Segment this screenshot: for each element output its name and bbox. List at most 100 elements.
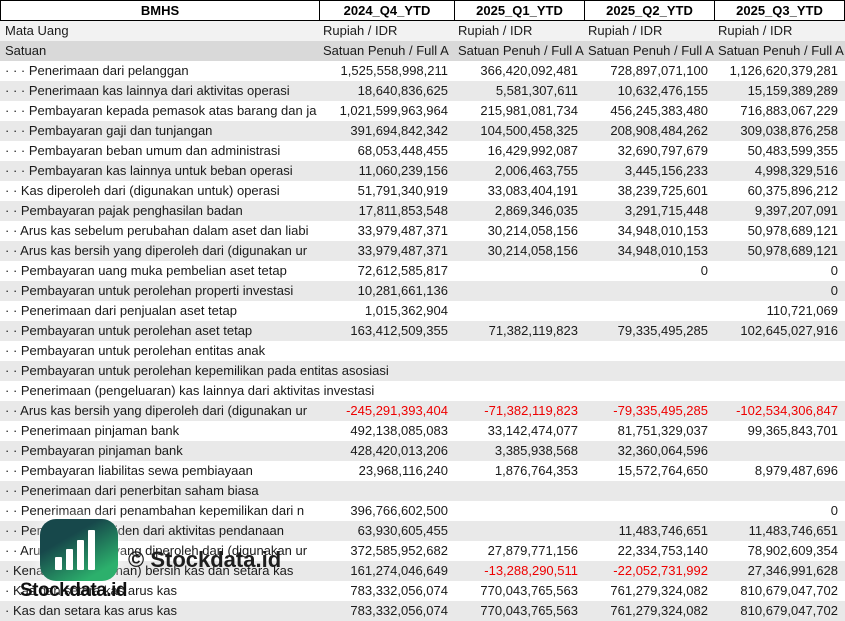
- value-cell[interactable]: 22,334,753,140: [617, 543, 708, 558]
- row-label-cell[interactable]: · · Pembayaran pinjaman bank: [5, 443, 183, 458]
- value-cell[interactable]: 33,979,487,371: [357, 243, 448, 258]
- currency-cell[interactable]: Rupiah / IDR: [458, 23, 533, 38]
- value-cell[interactable]: [455, 281, 585, 301]
- row-label-cell[interactable]: · · Pembayaran uang muka pembelian aset …: [5, 263, 287, 278]
- row-label-cell[interactable]: · · Pembayaran untuk perolehan kepemilik…: [5, 363, 389, 378]
- value-cell[interactable]: [585, 361, 715, 381]
- value-cell[interactable]: 32,690,797,679: [617, 143, 708, 158]
- value-cell[interactable]: 60,375,896,212: [747, 183, 838, 198]
- value-cell[interactable]: [455, 381, 585, 401]
- value-cell[interactable]: 783,332,056,074: [350, 603, 448, 618]
- value-cell[interactable]: 1,525,558,998,211: [340, 63, 448, 78]
- row-label-cell[interactable]: · · · Pembayaran kepada pemasok atas bar…: [5, 103, 317, 118]
- value-cell[interactable]: 208,908,484,262: [610, 123, 708, 138]
- value-cell[interactable]: 770,043,765,563: [480, 583, 578, 598]
- value-cell[interactable]: 51,791,340,919: [357, 183, 448, 198]
- value-cell[interactable]: [585, 501, 715, 521]
- value-cell[interactable]: [715, 361, 845, 381]
- row-label-cell[interactable]: · · Pembayaran pajak penghasilan badan: [5, 203, 243, 218]
- value-cell[interactable]: 3,291,715,448: [624, 203, 708, 218]
- value-cell[interactable]: 4,998,329,516: [754, 163, 838, 178]
- value-cell[interactable]: 16,429,992,087: [487, 143, 578, 158]
- value-cell[interactable]: 396,766,602,500: [350, 503, 448, 518]
- value-cell[interactable]: [455, 341, 585, 361]
- value-cell[interactable]: 34,948,010,153: [617, 243, 708, 258]
- value-cell[interactable]: 716,883,067,229: [740, 103, 838, 118]
- value-cell[interactable]: [455, 501, 585, 521]
- row-label-cell[interactable]: · · Pembayaran liabilitas sewa pembiayaa…: [5, 463, 253, 478]
- value-cell[interactable]: [715, 341, 845, 361]
- unit-row-label[interactable]: Satuan: [5, 43, 47, 58]
- value-cell[interactable]: -245,291,393,404: [346, 403, 448, 418]
- value-cell[interactable]: 2,006,463,755: [494, 163, 578, 178]
- value-cell[interactable]: 10,632,476,155: [617, 83, 708, 98]
- value-cell[interactable]: 15,572,764,650: [617, 463, 708, 478]
- value-cell[interactable]: 79,335,495,285: [617, 323, 708, 338]
- value-cell[interactable]: 50,978,689,121: [747, 243, 838, 258]
- value-cell[interactable]: -102,534,306,847: [736, 403, 838, 418]
- value-cell[interactable]: [455, 361, 585, 381]
- value-cell[interactable]: 10,281,661,136: [357, 283, 448, 298]
- unit-cell[interactable]: Satuan Penuh / Full A: [588, 43, 714, 58]
- header-cell-period-4[interactable]: 2025_Q3_YTD: [715, 0, 845, 21]
- value-cell[interactable]: 71,382,119,823: [488, 323, 578, 338]
- value-cell[interactable]: 1,015,362,904: [364, 303, 448, 318]
- row-label-cell[interactable]: · · Arus kas bersih yang diperoleh dari …: [5, 403, 308, 418]
- value-cell[interactable]: 2,869,346,035: [494, 203, 578, 218]
- value-cell[interactable]: 68,053,448,455: [357, 143, 448, 158]
- value-cell[interactable]: [320, 341, 455, 361]
- value-cell[interactable]: 30,214,058,156: [487, 223, 578, 238]
- unit-cell[interactable]: Satuan Penuh / Full A: [323, 43, 449, 58]
- value-cell[interactable]: 50,483,599,355: [747, 143, 838, 158]
- row-label-cell[interactable]: · Kas dan setara kas arus kas: [5, 603, 177, 618]
- value-cell[interactable]: [455, 481, 585, 501]
- value-cell[interactable]: [715, 441, 845, 461]
- value-cell[interactable]: 34,948,010,153: [617, 223, 708, 238]
- currency-cell[interactable]: Rupiah / IDR: [323, 23, 398, 38]
- header-cell-ticker[interactable]: BMHS: [0, 0, 320, 21]
- unit-cell[interactable]: Satuan Penuh / Full A: [458, 43, 584, 58]
- header-cell-period-2[interactable]: 2025_Q1_YTD: [455, 0, 585, 21]
- value-cell[interactable]: 11,483,746,651: [748, 523, 838, 538]
- value-cell[interactable]: 38,239,725,601: [617, 183, 708, 198]
- value-cell[interactable]: -79,335,495,285: [613, 403, 708, 418]
- value-cell[interactable]: 17,811,853,548: [358, 203, 448, 218]
- value-cell[interactable]: 372,585,952,682: [350, 543, 448, 558]
- value-cell[interactable]: 0: [830, 503, 838, 518]
- row-label-cell[interactable]: · · Pembayaran untuk perolehan properti …: [5, 283, 294, 298]
- value-cell[interactable]: 391,694,842,342: [350, 123, 448, 138]
- value-cell[interactable]: [585, 301, 715, 321]
- value-cell[interactable]: 18,640,836,625: [357, 83, 448, 98]
- value-cell[interactable]: [455, 521, 585, 541]
- value-cell[interactable]: 0: [830, 263, 838, 278]
- row-label-cell[interactable]: · Kas dan setara kas arus kas: [5, 583, 177, 598]
- row-label-cell[interactable]: · · Arus kas sebelum perubahan dalam ase…: [5, 223, 309, 238]
- row-label-cell[interactable]: · · Penerimaan dari penerbitan saham bia…: [5, 483, 259, 498]
- value-cell[interactable]: 102,645,027,916: [740, 323, 838, 338]
- value-cell[interactable]: 5,581,307,611: [495, 83, 578, 98]
- value-cell[interactable]: 1,021,599,963,964: [339, 103, 448, 118]
- value-cell[interactable]: 110,721,069: [766, 303, 838, 318]
- value-cell[interactable]: 33,083,404,191: [487, 183, 578, 198]
- value-cell[interactable]: 27,346,991,628: [747, 563, 838, 578]
- value-cell[interactable]: 0: [830, 283, 838, 298]
- value-cell[interactable]: 810,679,047,702: [740, 603, 838, 618]
- row-label-cell[interactable]: · · Penerimaan pinjaman bank: [5, 423, 180, 438]
- row-label-cell[interactable]: · · Penerimaan (pengeluaran) kas lainnya…: [5, 383, 375, 398]
- currency-cell[interactable]: Rupiah / IDR: [718, 23, 793, 38]
- value-cell[interactable]: 492,138,085,083: [350, 423, 448, 438]
- value-cell[interactable]: 215,981,081,734: [480, 103, 578, 118]
- value-cell[interactable]: 11,483,746,651: [618, 523, 708, 538]
- value-cell[interactable]: 11,060,239,156: [358, 163, 448, 178]
- value-cell[interactable]: 33,142,474,077: [487, 423, 578, 438]
- value-cell[interactable]: 761,279,324,082: [610, 583, 708, 598]
- value-cell[interactable]: 161,274,046,649: [350, 563, 448, 578]
- value-cell[interactable]: [585, 281, 715, 301]
- header-cell-period-1[interactable]: 2024_Q4_YTD: [320, 0, 455, 21]
- value-cell[interactable]: 72,612,585,817: [357, 263, 448, 278]
- value-cell[interactable]: -71,382,119,823: [484, 403, 578, 418]
- currency-cell[interactable]: Rupiah / IDR: [588, 23, 663, 38]
- value-cell[interactable]: [455, 261, 585, 281]
- value-cell[interactable]: -22,052,731,992: [613, 563, 708, 578]
- value-cell[interactable]: -13,288,290,511: [484, 563, 578, 578]
